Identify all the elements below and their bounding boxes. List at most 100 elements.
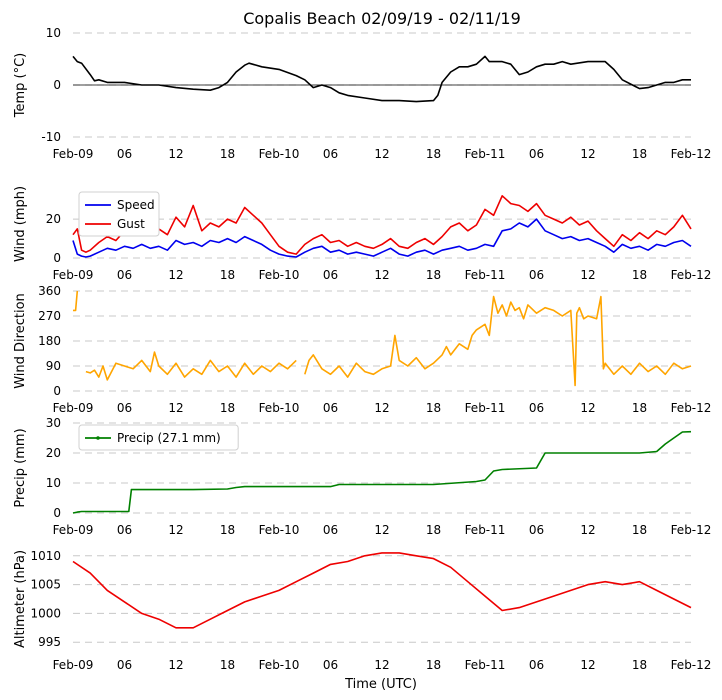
x-tick-label: 18 <box>220 523 235 537</box>
y-tick-label: 1005 <box>30 578 61 592</box>
y-tick-label: 30 <box>46 416 61 430</box>
x-tick-label: 18 <box>632 268 647 282</box>
x-tick-label: 06 <box>117 401 132 415</box>
x-tick-label: 18 <box>220 268 235 282</box>
x-tick-label: Feb-12 <box>671 658 712 672</box>
series-line <box>72 552 692 629</box>
x-tick-label: 12 <box>580 147 595 161</box>
y-tick-label: 180 <box>38 334 61 348</box>
y-tick-label: 360 <box>38 284 61 298</box>
legend-marker <box>96 436 100 440</box>
x-tick-label: 06 <box>323 523 338 537</box>
x-tick-label: Feb-11 <box>465 523 506 537</box>
legend-box <box>78 191 160 237</box>
panel-altimeter: 995 1000 1005 1010 Feb-09 06 12 18 Feb-10 06 12 18 F… <box>13 549 711 672</box>
x-tick-label: 06 <box>323 658 338 672</box>
y-tick-label: 90 <box>46 359 61 373</box>
x-tick-label: 06 <box>117 658 132 672</box>
y-tick-label: 20 <box>46 212 61 226</box>
series-line <box>72 55 691 103</box>
x-tick-label: Feb-11 <box>465 268 506 282</box>
series-line <box>73 290 79 312</box>
x-tick-label: 06 <box>117 523 132 537</box>
x-tick-label: 18 <box>426 147 441 161</box>
x-tick-label: Feb-10 <box>259 268 300 282</box>
x-tick-label: Feb-10 <box>259 401 300 415</box>
x-tick-label: 06 <box>529 268 544 282</box>
x-tick-label: Feb-10 <box>259 147 300 161</box>
x-tick-label: 18 <box>220 658 235 672</box>
y-axis-label: Altimeter (hPa) <box>13 550 28 648</box>
x-tick-label: 12 <box>168 401 183 415</box>
x-tick-label: Feb-09 <box>53 658 94 672</box>
x-tick-label: 06 <box>529 523 544 537</box>
y-tick-label: 0 <box>53 384 61 398</box>
panel-wind: 0 20 Feb-09 06 12 18 Feb-10 06 12 18 Feb-11 06 12 18 F… <box>13 186 711 282</box>
y-tick-label: 10 <box>46 476 61 490</box>
x-tick-label: 06 <box>529 401 544 415</box>
x-tick-label: Feb-11 <box>465 401 506 415</box>
x-tick-label: 12 <box>374 268 389 282</box>
x-tick-label: 12 <box>168 268 183 282</box>
x-tick-label: 06 <box>117 147 132 161</box>
y-tick-label: 0 <box>53 78 61 92</box>
y-tick-label: 10 <box>46 26 61 40</box>
panel-direction: 0 90 180 270 360 Feb-09 06 12 18 Feb-10 06 12 18 Feb-… <box>13 284 711 415</box>
x-tick-label: Feb-09 <box>53 147 94 161</box>
y-axis-label: Wind (mph) <box>13 186 28 262</box>
x-tick-label: Feb-10 <box>259 658 300 672</box>
x-tick-label: 12 <box>168 523 183 537</box>
x-tick-label: 06 <box>117 268 132 282</box>
x-tick-label: 12 <box>580 268 595 282</box>
series-line-speed <box>72 218 692 258</box>
panels: -10 0 10 Feb-09 06 12 18 Feb-10 06 12 18 Feb-11 06 12… <box>13 26 711 672</box>
y-tick-label: 20 <box>46 446 61 460</box>
y-axis-label: Temp (°C) <box>13 53 28 119</box>
x-tick-label: 18 <box>426 523 441 537</box>
series-line-gust <box>72 195 692 255</box>
y-tick-label: 0 <box>53 506 61 520</box>
x-tick-label: 12 <box>374 658 389 672</box>
x-tick-label: 18 <box>632 401 647 415</box>
x-tick-label: Feb-12 <box>671 401 712 415</box>
x-tick-label: Feb-09 <box>53 523 94 537</box>
x-tick-label: 18 <box>426 268 441 282</box>
legend-entry: Precip (27.1 mm) <box>117 431 221 445</box>
x-tick-label: 06 <box>323 147 338 161</box>
x-tick-label: 18 <box>220 401 235 415</box>
x-tick-label: 18 <box>220 147 235 161</box>
panel-temp: -10 0 10 Feb-09 06 12 18 Feb-10 06 12 18 Feb-11 06 12… <box>13 26 711 161</box>
legend-box <box>78 424 239 451</box>
x-tick-label: Feb-09 <box>53 268 94 282</box>
x-tick-label: Feb-11 <box>465 147 506 161</box>
chart-title: Copalis Beach 02/09/19 - 02/11/19 <box>243 9 521 28</box>
x-tick-label: 12 <box>374 147 389 161</box>
x-tick-label: Feb-12 <box>671 523 712 537</box>
x-tick-label: Feb-10 <box>259 523 300 537</box>
x-tick-label: 06 <box>529 147 544 161</box>
y-tick-label: 270 <box>38 309 61 323</box>
x-axis-label: Time (UTC) <box>344 677 417 692</box>
y-tick-label: -10 <box>41 130 61 144</box>
x-tick-label: 18 <box>426 658 441 672</box>
series-line <box>85 351 297 381</box>
x-tick-label: 06 <box>323 401 338 415</box>
x-tick-label: 06 <box>529 658 544 672</box>
panel-precip: 0 10 20 30 Feb-09 06 12 18 Feb-10 06 12 18 Feb-11 06 1… <box>13 416 711 537</box>
y-tick-label: 0 <box>53 251 61 265</box>
x-tick-label: 12 <box>374 523 389 537</box>
x-tick-label: 18 <box>632 523 647 537</box>
x-tick-label: Feb-09 <box>53 401 94 415</box>
x-tick-label: Feb-12 <box>671 147 712 161</box>
x-tick-label: 12 <box>168 658 183 672</box>
legend-entry: Gust <box>117 217 145 231</box>
x-tick-label: 12 <box>580 523 595 537</box>
y-tick-label: 1010 <box>30 549 61 563</box>
y-tick-label: 995 <box>38 635 61 649</box>
x-tick-label: 18 <box>632 147 647 161</box>
x-tick-label: Feb-11 <box>465 658 506 672</box>
x-tick-label: Feb-12 <box>671 268 712 282</box>
y-tick-label: 1000 <box>30 606 61 620</box>
x-tick-label: 06 <box>323 268 338 282</box>
